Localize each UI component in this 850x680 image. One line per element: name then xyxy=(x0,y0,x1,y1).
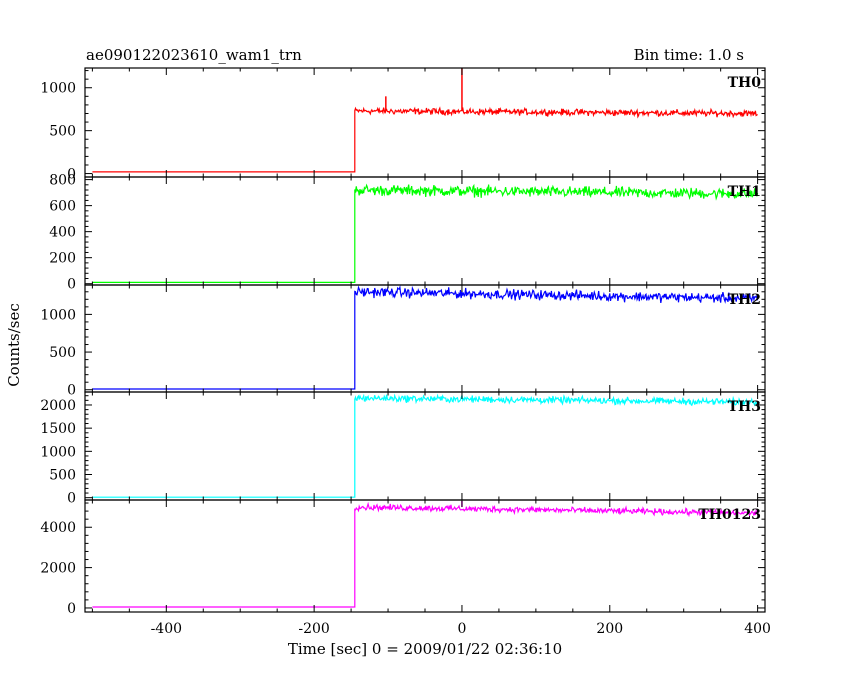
panel-th0: 0 500 1000 TH0 xyxy=(40,67,766,183)
y-tick-label: 1000 xyxy=(40,81,76,97)
panel-th1: 0 200 400 600 800 TH1 xyxy=(49,173,766,293)
series-line-th3 xyxy=(92,393,759,498)
y-tick-label: 500 xyxy=(49,468,76,484)
y-tick-label: 800 xyxy=(49,173,76,189)
panel-label-th1: TH1 xyxy=(728,184,761,200)
series-line-th2 xyxy=(92,284,759,390)
x-tick-label: -200 xyxy=(298,621,329,637)
panel-th0123: 0 2000 4000 TH0123 xyxy=(40,499,766,617)
y-axis-label: Counts/sec xyxy=(5,303,23,387)
panels: 0 500 1000 TH0 0 200 400 600 800 TH1 0 500 1000 TH2 0 5… xyxy=(40,67,771,637)
y-tick-label: 1000 xyxy=(40,307,76,323)
panel-frame xyxy=(84,284,766,393)
x-axis-label: Time [sec] 0 = 2009/01/22 02:36:10 xyxy=(288,640,562,658)
series-line-th0 xyxy=(92,106,758,173)
x-tick-label: 200 xyxy=(596,621,623,637)
y-tick-label: 0 xyxy=(67,167,76,183)
panel-label-th2: TH2 xyxy=(728,292,761,308)
y-tick-label: 400 xyxy=(49,225,76,241)
y-tick-label: 0 xyxy=(67,277,76,293)
y-tick-label: 200 xyxy=(49,251,76,267)
panel-frame xyxy=(84,67,766,178)
y-tick-label: 500 xyxy=(49,124,76,140)
panel-label-th3: TH3 xyxy=(728,399,761,415)
series-line-th0123 xyxy=(92,501,759,608)
y-tick-label: 0 xyxy=(67,491,76,507)
y-tick-label: 2000 xyxy=(40,561,76,577)
x-tick-label: 400 xyxy=(744,621,771,637)
x-tick-label: -400 xyxy=(151,621,182,637)
y-tick-label: 4000 xyxy=(40,520,76,536)
bin-time-label: Bin time: 1.0 s xyxy=(634,46,744,64)
y-tick-label: 1500 xyxy=(40,421,76,437)
x-tick-label: 0 xyxy=(457,621,466,637)
figure-title: ae090122023610_wam1_trn xyxy=(86,46,302,64)
panel-label-th0: TH0 xyxy=(728,75,762,91)
panel-frame xyxy=(84,499,766,613)
y-tick-label: 0 xyxy=(67,383,76,399)
y-tick-label: 1000 xyxy=(40,444,76,460)
panel-th3: 0 500 1000 1500 2000 TH3 xyxy=(40,391,766,507)
y-tick-label: 0 xyxy=(67,601,76,617)
y-tick-label: 600 xyxy=(49,199,76,215)
panel-label-th0123: TH0123 xyxy=(698,507,761,523)
y-tick-label: 500 xyxy=(49,345,76,361)
series-line-th1 xyxy=(92,183,759,283)
y-tick-label: 2000 xyxy=(40,398,76,414)
panel-frame xyxy=(84,391,766,501)
panel-th2: 0 500 1000 TH2 xyxy=(40,284,766,399)
